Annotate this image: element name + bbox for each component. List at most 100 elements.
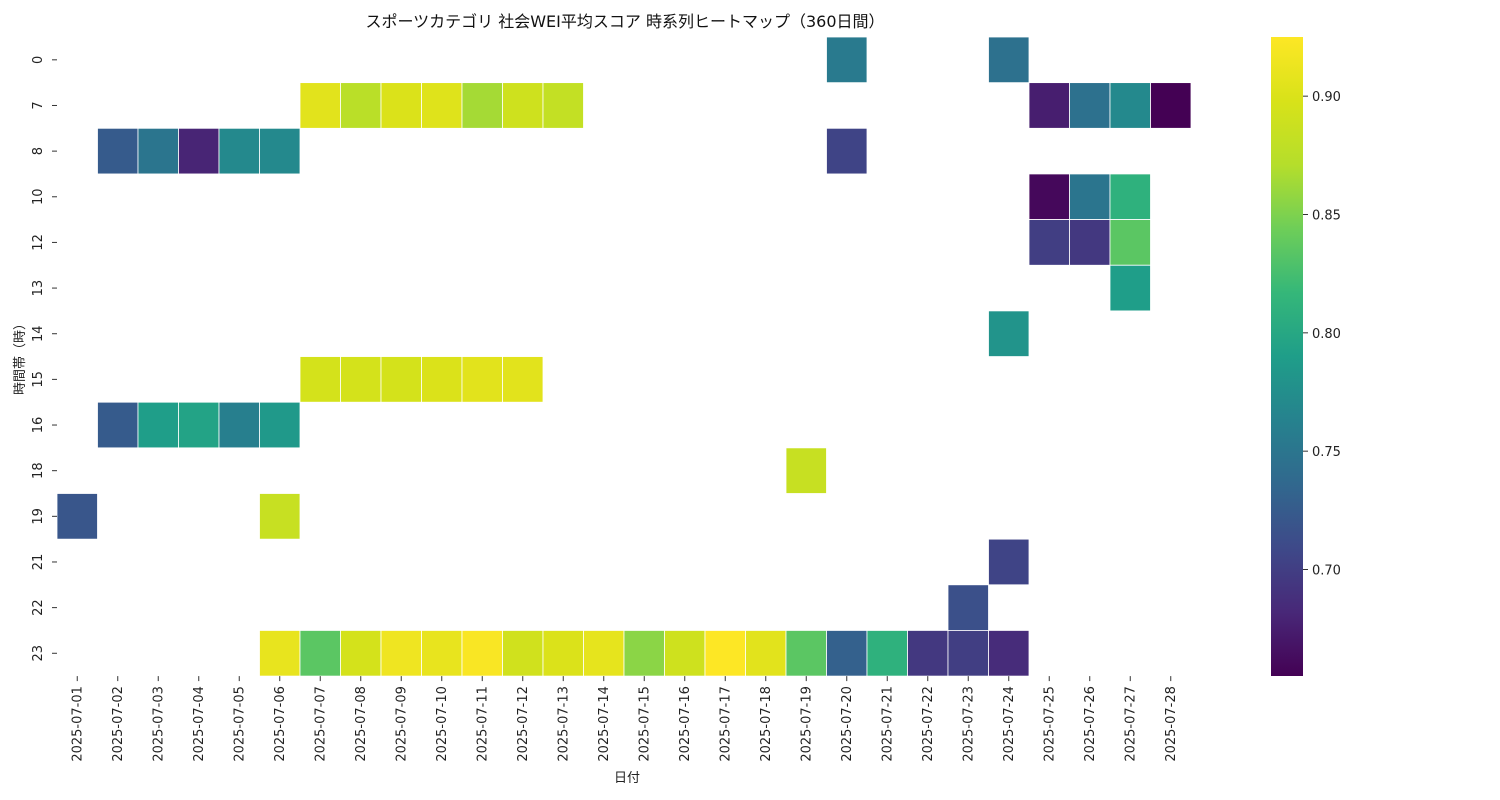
y-tick-label: 15 bbox=[31, 371, 46, 388]
heatmap-cell bbox=[1109, 82, 1151, 129]
heatmap-cell bbox=[785, 630, 827, 677]
heatmap-cell bbox=[1069, 219, 1111, 266]
heatmap-cell bbox=[461, 356, 503, 403]
x-tick-label: 2025-07-15 bbox=[637, 686, 652, 762]
heatmap-cell bbox=[461, 82, 503, 129]
heatmap-cell bbox=[1150, 82, 1192, 129]
chart-title: スポーツカテゴリ 社会WEI平均スコア 時系列ヒートマップ（360日間） bbox=[365, 12, 884, 31]
x-tick-label: 2025-07-03 bbox=[151, 686, 166, 762]
heatmap-cell bbox=[785, 447, 827, 494]
y-tick-label: 10 bbox=[31, 189, 46, 206]
x-tick-label: 2025-07-27 bbox=[1123, 686, 1138, 762]
heatmap-cells bbox=[56, 36, 1192, 677]
x-tick-label: 2025-07-23 bbox=[961, 686, 976, 762]
heatmap-cell bbox=[1028, 219, 1070, 266]
x-tick-label: 2025-07-05 bbox=[232, 686, 247, 762]
y-tick-label: 0 bbox=[31, 56, 46, 64]
heatmap-cell bbox=[340, 630, 382, 677]
heatmap-cell bbox=[1028, 173, 1070, 220]
colorbar-ticks: 0.70 0.75 0.80 0.85 0.90 bbox=[1303, 90, 1341, 579]
x-tick-label: 2025-07-06 bbox=[273, 686, 288, 762]
heatmap-cell bbox=[947, 630, 989, 677]
heatmap-cell bbox=[340, 82, 382, 129]
y-tick-label: 23 bbox=[31, 645, 46, 662]
x-axis-label: 日付 bbox=[614, 771, 640, 786]
y-tick-label: 12 bbox=[31, 234, 46, 251]
heatmap-cell bbox=[542, 630, 584, 677]
y-tick-label: 18 bbox=[31, 462, 46, 479]
heatmap-cell bbox=[826, 36, 868, 84]
heatmap-cell bbox=[299, 82, 341, 129]
x-tick-label: 2025-07-12 bbox=[516, 686, 531, 762]
heatmap-cell bbox=[421, 356, 463, 403]
y-tick-label: 13 bbox=[31, 280, 46, 297]
heatmap-cell bbox=[178, 127, 220, 175]
heatmap-cell bbox=[907, 630, 949, 677]
heatmap-cell bbox=[502, 356, 544, 403]
colorbar-tick-label: 0.85 bbox=[1312, 209, 1341, 224]
x-tick-label: 2025-07-18 bbox=[759, 686, 774, 762]
x-tick-label: 2025-07-21 bbox=[880, 686, 895, 762]
y-tick-label: 21 bbox=[31, 554, 46, 571]
heatmap-cell bbox=[826, 127, 868, 175]
x-tick-label: 2025-07-08 bbox=[354, 686, 369, 762]
heatmap-cell bbox=[299, 356, 341, 403]
heatmap-cell bbox=[340, 356, 382, 403]
heatmap-cell bbox=[502, 630, 544, 677]
x-tick-label: 2025-07-01 bbox=[70, 686, 85, 762]
heatmap-cell bbox=[1109, 219, 1151, 266]
heatmap-cell bbox=[988, 310, 1030, 357]
heatmap-cell bbox=[542, 82, 584, 129]
heatmap-cell bbox=[421, 82, 463, 129]
y-tick-label: 22 bbox=[31, 599, 46, 616]
x-tick-label: 2025-07-25 bbox=[1042, 686, 1057, 762]
heatmap-cell bbox=[988, 538, 1030, 586]
x-tick-label: 2025-07-02 bbox=[111, 686, 126, 762]
colorbar-tick-label: 0.70 bbox=[1312, 564, 1341, 579]
x-tick-label: 2025-07-04 bbox=[192, 686, 207, 762]
heatmap-cell bbox=[1069, 173, 1111, 220]
colorbar bbox=[1271, 37, 1303, 676]
x-tick-label: 2025-07-26 bbox=[1083, 686, 1098, 762]
heatmap-cell bbox=[299, 630, 341, 677]
heatmap-cell bbox=[97, 401, 139, 449]
colorbar-tick-label: 0.80 bbox=[1312, 327, 1341, 342]
y-axis-label: 時間帯（時） bbox=[13, 317, 28, 395]
heatmap-cell bbox=[623, 630, 665, 677]
heatmap-cell bbox=[97, 127, 139, 175]
heatmap-cell bbox=[259, 401, 301, 449]
heatmap-cell bbox=[664, 630, 706, 677]
x-tick-label: 2025-07-09 bbox=[394, 686, 409, 762]
x-tick-label: 2025-07-13 bbox=[556, 686, 571, 762]
x-tick-label: 2025-07-14 bbox=[597, 686, 612, 762]
heatmap-cell bbox=[259, 630, 301, 677]
x-tick-label: 2025-07-24 bbox=[1002, 686, 1017, 762]
x-tick-label: 2025-07-11 bbox=[475, 686, 490, 762]
heatmap-cell bbox=[137, 127, 179, 175]
x-tick-label: 2025-07-22 bbox=[921, 686, 936, 762]
x-axis-ticks: 2025-07-01 2025-07-02 2025-07-03 2025-07-04… bbox=[70, 676, 1179, 762]
x-tick-label: 2025-07-20 bbox=[840, 686, 855, 762]
heatmap-cell bbox=[259, 493, 301, 540]
heatmap-cell bbox=[704, 630, 746, 677]
y-axis-ticks: 0 7 8 10 12 13 14 15 16 18 19 21 22 23 bbox=[31, 56, 57, 662]
colorbar-tick-label: 0.75 bbox=[1312, 445, 1341, 460]
x-tick-label: 2025-07-10 bbox=[435, 686, 450, 762]
heatmap-cell bbox=[421, 630, 463, 677]
heatmap-cell bbox=[178, 401, 220, 449]
x-tick-label: 2025-07-19 bbox=[799, 686, 814, 762]
heatmap-cell bbox=[56, 493, 98, 540]
heatmap-cell bbox=[380, 82, 422, 129]
x-tick-label: 2025-07-07 bbox=[313, 686, 328, 762]
heatmap-cell bbox=[1109, 264, 1151, 312]
heatmap-cell bbox=[1109, 173, 1151, 220]
y-tick-label: 8 bbox=[31, 147, 46, 155]
heatmap-cell bbox=[1028, 82, 1070, 129]
heatmap-cell bbox=[218, 127, 260, 175]
heatmap-cell bbox=[988, 36, 1030, 84]
y-tick-label: 7 bbox=[31, 101, 46, 109]
x-tick-label: 2025-07-28 bbox=[1164, 686, 1179, 762]
y-tick-label: 16 bbox=[31, 417, 46, 434]
heatmap-cell bbox=[988, 630, 1030, 677]
y-tick-label: 14 bbox=[31, 325, 46, 342]
